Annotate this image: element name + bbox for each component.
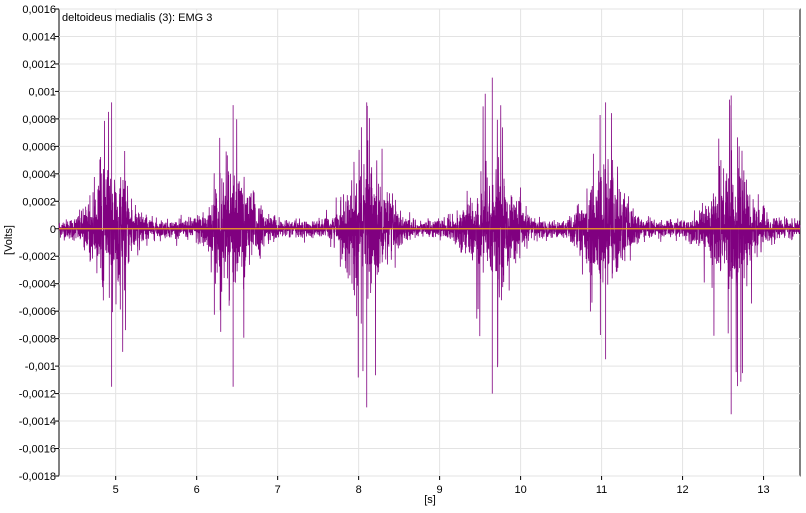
y-tick-label: 0,0002 [22,196,56,208]
x-axis-ticks: 5 6 7 8 9 10 11 12 13 [113,476,770,496]
x-tick-label: 12 [676,484,688,496]
y-axis-ticks: 0,0016 0,0014 0,0012 0,001 0,0008 0,0006 0,000… [19,4,59,483]
x-tick-label: 9 [437,484,443,496]
x-tick-label: 11 [596,484,607,496]
x-tick-label: 10 [514,484,526,496]
y-tick-label: 0,0014 [22,31,56,43]
y-tick-label: -0,0014 [19,416,56,428]
y-tick-label: -0,0002 [19,251,56,263]
y-tick-label: 0,001 [28,86,56,98]
y-tick-label: -0,0016 [19,444,56,456]
y-tick-label: -0,0006 [19,306,56,318]
y-tick-label: 0,0016 [22,4,56,16]
y-tick-label: 0,0012 [22,59,56,71]
plot-area [58,8,801,477]
x-tick-label: 7 [275,484,281,496]
chart-title: deltoideus medialis (3): EMG 3 [62,12,212,24]
y-tick-label: -0,001 [25,361,56,373]
x-tick-label: 8 [356,484,362,496]
y-tick-label: 0,0006 [22,141,56,153]
y-tick-label: -0,0018 [19,471,56,483]
x-tick-label: 6 [194,484,200,496]
y-tick-label: -0,0004 [19,279,56,291]
x-tick-label: 5 [113,484,119,496]
x-axis-title: [s] [424,494,436,506]
y-tick-label: -0,0012 [19,389,56,401]
y-tick-label: -0,0008 [19,334,56,346]
y-tick-label: 0,0004 [22,169,56,181]
y-tick-label: 0,0008 [22,114,56,126]
y-axis-title: [Volts] [3,225,15,255]
x-tick-label: 13 [757,484,769,496]
y-tick-label: 0 [50,224,56,236]
